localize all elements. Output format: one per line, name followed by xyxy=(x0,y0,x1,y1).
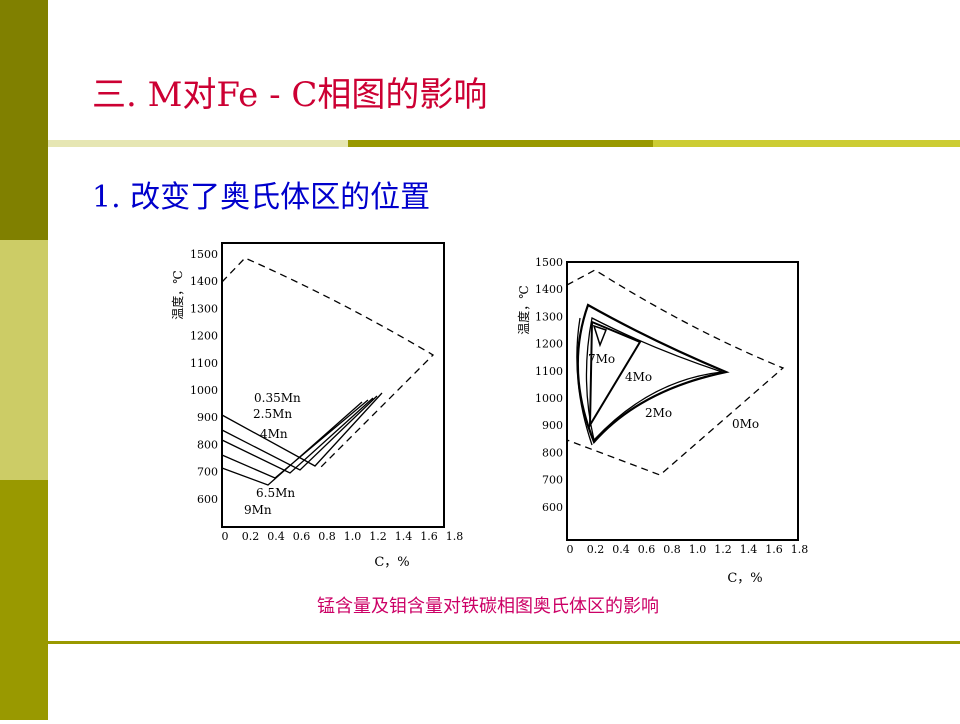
region xyxy=(592,324,607,348)
rule xyxy=(348,140,653,147)
boundary xyxy=(566,269,785,476)
rule xyxy=(48,641,960,644)
x-tick-label: 1.8 xyxy=(791,543,809,556)
y-tick-label: 1000 xyxy=(190,384,218,397)
y-tick-label: 800 xyxy=(542,446,563,459)
y-tick-label: 1300 xyxy=(535,310,563,323)
title: 三. M对Fe - C相图的影响 xyxy=(92,75,487,115)
frame xyxy=(566,261,799,541)
y-tick-label: 900 xyxy=(542,419,563,432)
side-bar xyxy=(0,240,48,480)
curve-label: 9Mn xyxy=(244,503,272,517)
x-tick-label: 1.2 xyxy=(714,543,732,556)
y-tick-label: 600 xyxy=(542,501,563,514)
x-tick-label: 0.8 xyxy=(663,543,681,556)
y-tick-label: 700 xyxy=(542,474,563,487)
y-tick-label: 1400 xyxy=(535,283,563,296)
y-tick-label: 1000 xyxy=(535,392,563,405)
x-tick-label: 1.6 xyxy=(765,543,783,556)
y-tick-label: 1300 xyxy=(190,302,218,315)
side-bar xyxy=(0,480,48,720)
curves xyxy=(221,392,383,486)
x-tick-label: 0.6 xyxy=(293,530,311,543)
y-tick-label: 1500 xyxy=(190,248,218,261)
side-bar xyxy=(0,0,48,240)
y-tick-label: 800 xyxy=(197,438,218,451)
x-tick-label: 0.4 xyxy=(612,543,630,556)
y-tick-label: 600 xyxy=(197,493,218,506)
x-tick-label: 0.8 xyxy=(318,530,336,543)
x-tick-label: 1.4 xyxy=(395,530,413,543)
curve-label: 0Mo xyxy=(732,417,759,431)
subtitle: 1. 改变了奥氏体区的位置 xyxy=(92,180,430,215)
curve-label: 0.35Mn xyxy=(254,391,301,405)
y-tick-label: 1200 xyxy=(535,338,563,351)
x-tick-label: 1.4 xyxy=(740,543,758,556)
region xyxy=(588,320,642,429)
region xyxy=(576,317,593,446)
x-tick-label: 1.8 xyxy=(446,530,464,543)
rule xyxy=(48,140,348,147)
x-tick-label: 1.2 xyxy=(369,530,387,543)
figure xyxy=(566,261,799,541)
x-tick-label: 1.6 xyxy=(420,530,438,543)
x-tick-label: 0 xyxy=(222,530,229,543)
y-tick-label: 1100 xyxy=(190,357,218,370)
figure xyxy=(221,242,445,528)
y-tick-label: 1400 xyxy=(190,275,218,288)
x-tick-label: 0.4 xyxy=(267,530,285,543)
boundary xyxy=(221,257,435,471)
curve-label: 6.5Mn xyxy=(256,486,295,500)
x-tick-label: 0.2 xyxy=(242,530,260,543)
curve-label: 4Mn xyxy=(260,427,288,441)
x-tick-label: 1.0 xyxy=(344,530,362,543)
x-tick-label: 0.6 xyxy=(638,543,656,556)
x-axis-label: C，% xyxy=(374,555,409,570)
region xyxy=(576,303,730,445)
y-axis-label: 温度，℃ xyxy=(170,270,185,319)
x-axis-label: C，% xyxy=(727,571,762,586)
y-tick-label: 1200 xyxy=(190,330,218,343)
region xyxy=(585,317,723,442)
y-tick-label: 700 xyxy=(197,466,218,479)
caption: 锰含量及钼含量对铁碳相图奥氏体区的影响 xyxy=(317,596,659,617)
curve-label: 4Mo xyxy=(625,370,652,384)
y-tick-label: 1100 xyxy=(535,365,563,378)
curve-label: 7Mo xyxy=(588,352,615,366)
rule xyxy=(653,140,960,147)
y-tick-label: 900 xyxy=(197,411,218,424)
frame xyxy=(221,242,445,528)
x-tick-label: 0 xyxy=(567,543,574,556)
x-tick-label: 0.2 xyxy=(587,543,605,556)
curve-label: 2.5Mn xyxy=(253,407,292,421)
curve-label: 2Mo xyxy=(645,406,672,420)
y-tick-label: 1500 xyxy=(535,256,563,269)
y-axis-label: 温度，℃ xyxy=(516,285,531,334)
x-tick-label: 1.0 xyxy=(689,543,707,556)
